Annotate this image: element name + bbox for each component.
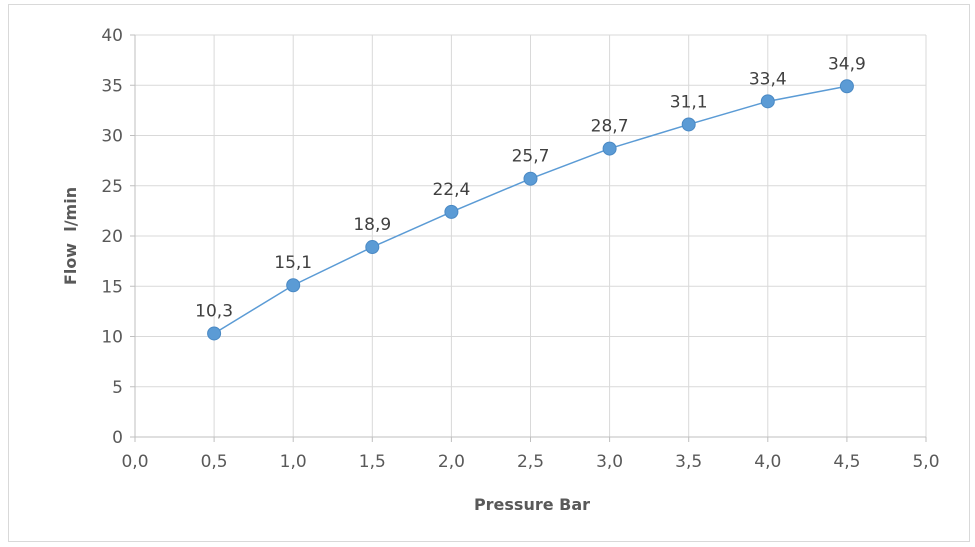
data-label: 18,9 [353,215,391,235]
data-label: 28,7 [591,117,629,137]
x-tick-label: 5,0 [912,452,939,472]
x-tick-label: 0,5 [201,452,228,472]
x-tick-label: 2,0 [438,452,465,472]
x-tick-label: 3,0 [596,452,623,472]
data-point [365,240,380,255]
y-tick-label: 10 [101,328,123,348]
y-tick-label: 25 [101,177,123,197]
data-series [207,79,854,341]
data-label: 31,1 [670,92,708,112]
gridlines [135,34,927,437]
data-point [681,117,696,132]
axes [130,34,927,442]
y-tick-labels: 0 5 10 15 20 25 30 35 40 [101,26,123,448]
y-tick-label: 0 [112,428,123,448]
data-label: 22,4 [432,180,470,200]
data-point [839,79,854,94]
x-tick-label: 4,0 [754,452,781,472]
data-point [602,141,617,156]
data-label: 33,4 [749,69,787,89]
x-tick-label: 3,5 [675,452,702,472]
x-tick-label: 2,5 [517,452,544,472]
x-tick-labels: 0,0 0,5 1,0 1,5 2,0 2,5 3,0 3,5 4,0 4,5 5,0 [121,452,939,472]
y-tick-label: 15 [101,277,123,297]
y-tick-label: 30 [101,127,123,147]
x-tick-label: 1,5 [359,452,386,472]
y-tick-label: 40 [101,26,123,46]
x-tick-label: 0,0 [121,452,148,472]
y-tick-label: 5 [112,378,123,398]
data-label: 15,1 [274,253,312,273]
data-point [760,94,775,109]
y-axis-title: Flow l/min [61,187,80,285]
y-tick-label: 20 [101,227,123,247]
data-point [207,326,222,341]
data-label: 25,7 [512,147,550,167]
data-label: 34,9 [828,54,866,74]
data-label: 10,3 [195,301,233,321]
data-labels: 10,3 15,1 18,9 22,4 25,7 28,7 31,1 33,4 34,9 [195,54,866,321]
y-tick-label: 35 [101,76,123,96]
data-point [523,171,538,186]
x-tick-label: 4,5 [833,452,860,472]
x-axis-title: Pressure Bar [474,495,590,514]
x-tick-label: 1,0 [280,452,307,472]
data-point [286,278,301,293]
data-point [444,204,459,219]
